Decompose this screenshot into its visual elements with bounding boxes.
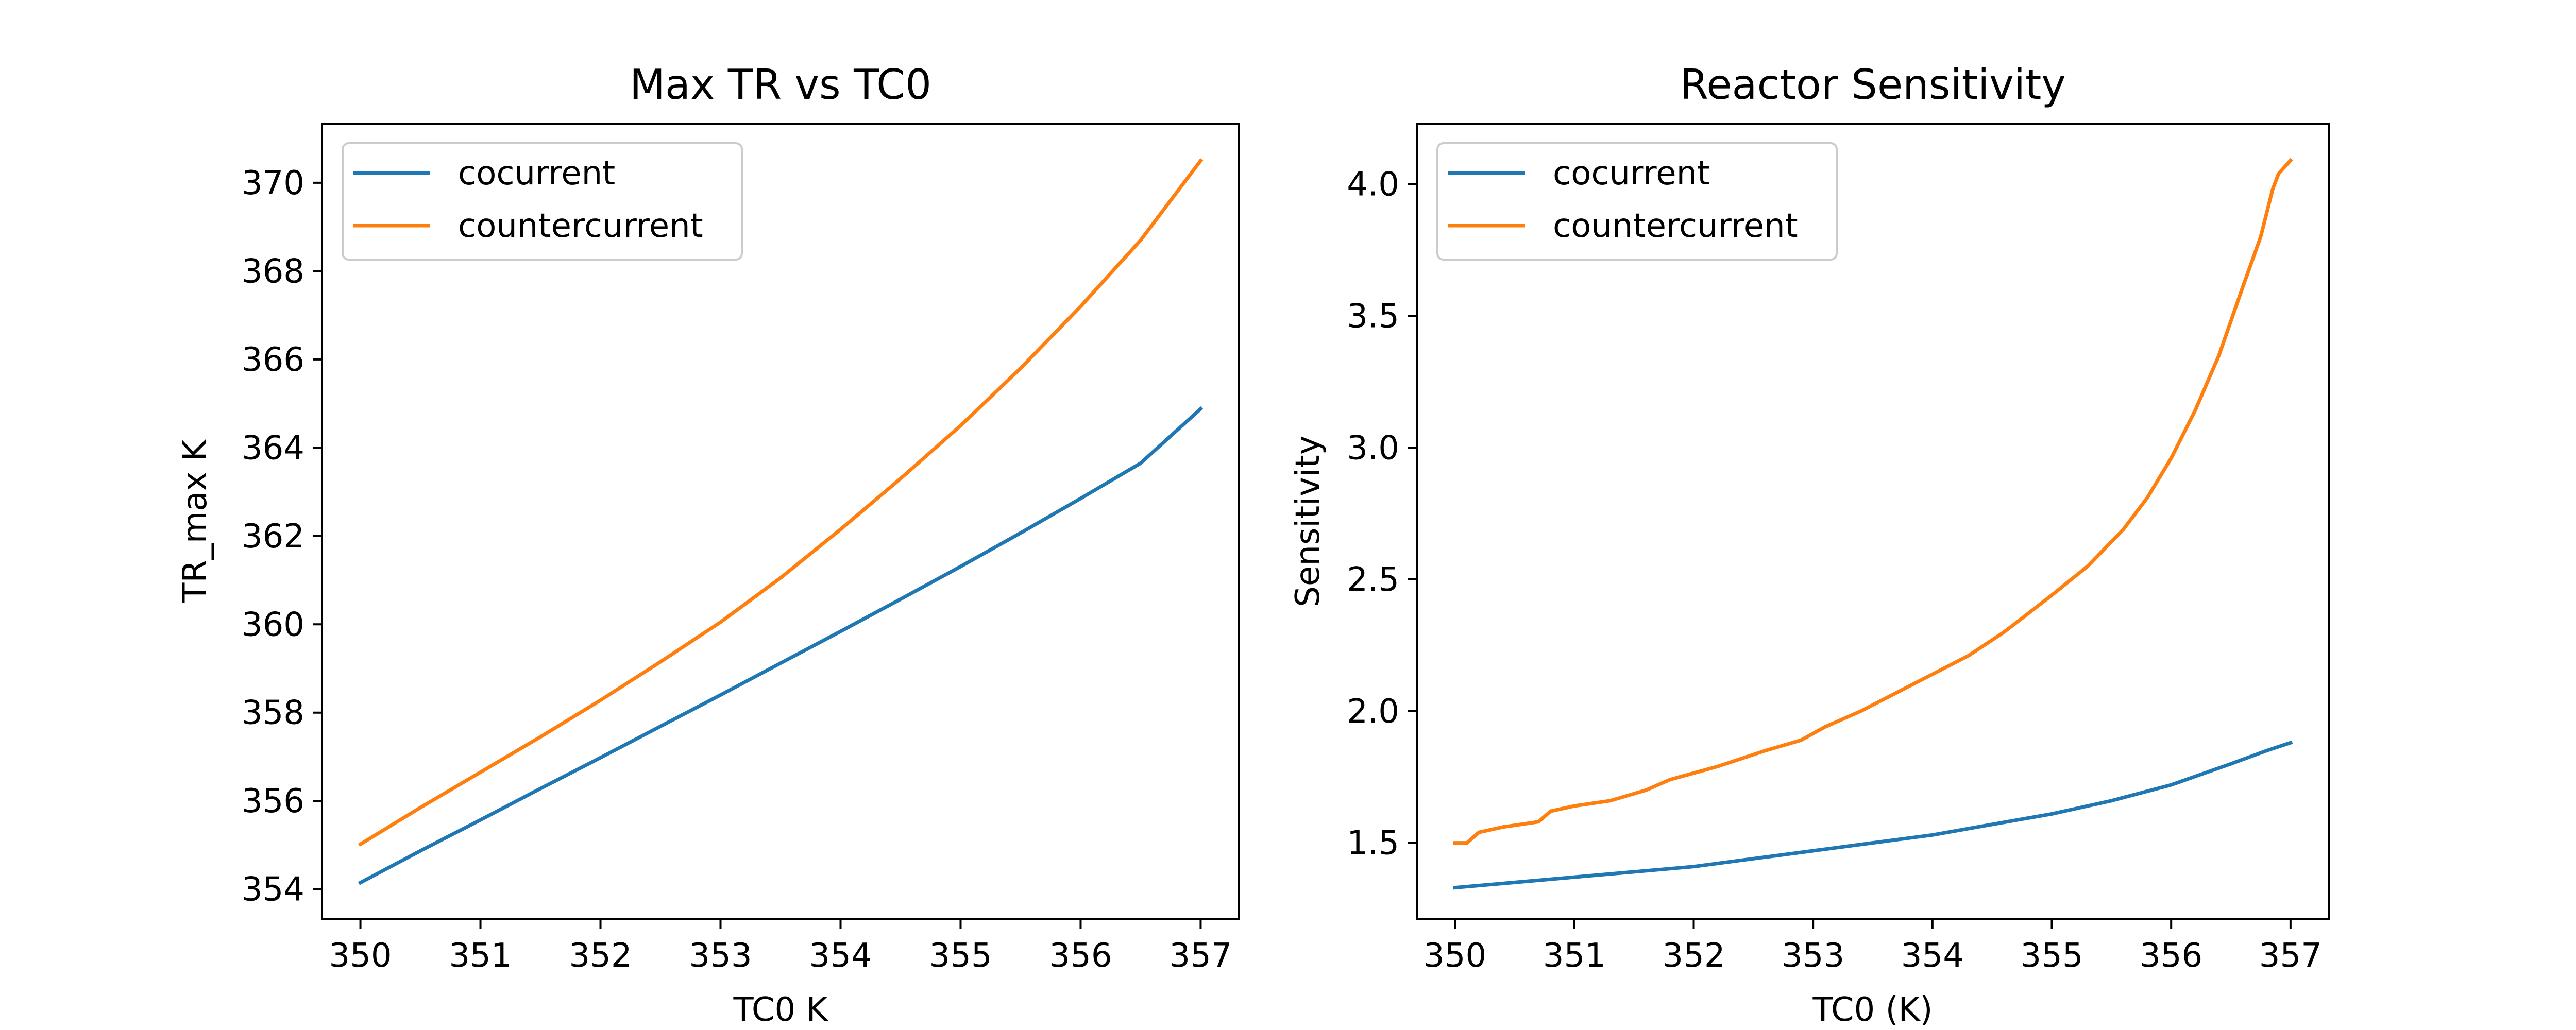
x-tick-label: 350 [1423,937,1486,975]
plot-area-frame [1416,123,2330,920]
legend-frame [342,142,743,261]
x-axis-label: TC0 K [733,991,828,1029]
plot-area-frame [321,123,1240,920]
x-tick-label: 353 [1782,937,1844,975]
x-tick-label: 352 [1662,937,1725,975]
y-tick-label: 3.0 [1347,429,1399,467]
x-tick-label: 356 [2140,937,2202,975]
x-tick-label: 355 [929,937,992,975]
y-tick-label: 370 [242,164,304,202]
y-tick-label: 360 [242,606,304,644]
series-line-countercurrent [1453,158,2293,845]
y-tick-label: 362 [242,518,304,556]
x-tick-label: 350 [329,937,392,975]
x-tick-label: 351 [449,937,512,975]
y-axis-ticks: 1.5 2.0 2.5 3.0 3.5 4.0 [1347,166,1417,863]
x-tick-label: 353 [689,937,752,975]
x-axis-ticks: 350 351 352 353 354 355 356 357 [329,919,1232,975]
series-layer [358,158,1204,885]
y-tick-label: 368 [242,252,304,290]
legend-frame [1436,142,1838,261]
y-tick-label: 1.5 [1347,825,1399,863]
legend: cocurrent countercurrent [342,142,743,261]
y-tick-label: 4.0 [1347,166,1399,204]
x-tick-label: 356 [1049,937,1112,975]
chart-title: Reactor Sensitivity [1680,61,2065,109]
chart-title: Max TR vs TC0 [630,61,931,109]
y-tick-label: 2.5 [1347,561,1399,599]
y-tick-label: 2.0 [1347,693,1399,731]
x-tick-label: 354 [1901,937,1964,975]
y-tick-label: 364 [242,429,304,467]
x-tick-label: 351 [1543,937,1606,975]
y-axis-label: TR_max K [176,438,214,603]
x-tick-label: 355 [2020,937,2083,975]
y-tick-label: 356 [242,782,304,820]
series-line-cocurrent [1453,740,2293,890]
x-axis-label: TC0 (K) [1812,991,1933,1029]
series-line-countercurrent [358,158,1204,847]
x-axis-ticks: 350 351 352 353 354 355 356 357 [1423,919,2322,975]
chart-max-tr: 350 351 352 353 354 355 356 357 354 356 358 360 362… [176,61,1240,1029]
x-tick-label: 357 [1169,937,1232,975]
legend: cocurrent countercurrent [1436,142,1838,261]
series-layer [1453,158,2293,890]
x-tick-label: 357 [2259,937,2322,975]
series-line-cocurrent [358,406,1204,885]
y-tick-label: 354 [242,871,304,909]
legend-label-countercurrent: countercurrent [458,207,703,245]
y-tick-label: 3.5 [1347,297,1399,335]
y-tick-label: 366 [242,341,304,379]
legend-label-cocurrent: cocurrent [1553,154,1710,193]
x-tick-label: 352 [569,937,632,975]
legend-label-countercurrent: countercurrent [1553,207,1798,245]
x-tick-label: 354 [809,937,872,975]
legend-label-cocurrent: cocurrent [458,154,615,193]
y-axis-ticks: 354 356 358 360 362 364 366 368 370 [242,164,322,909]
y-axis-label: Sensitivity [1289,435,1327,607]
chart-reactor-sensitivity: 350 351 352 353 354 355 356 357 1.5 2.0 2.5 3.0 3.5… [1289,61,2330,1029]
y-tick-label: 358 [242,694,304,732]
